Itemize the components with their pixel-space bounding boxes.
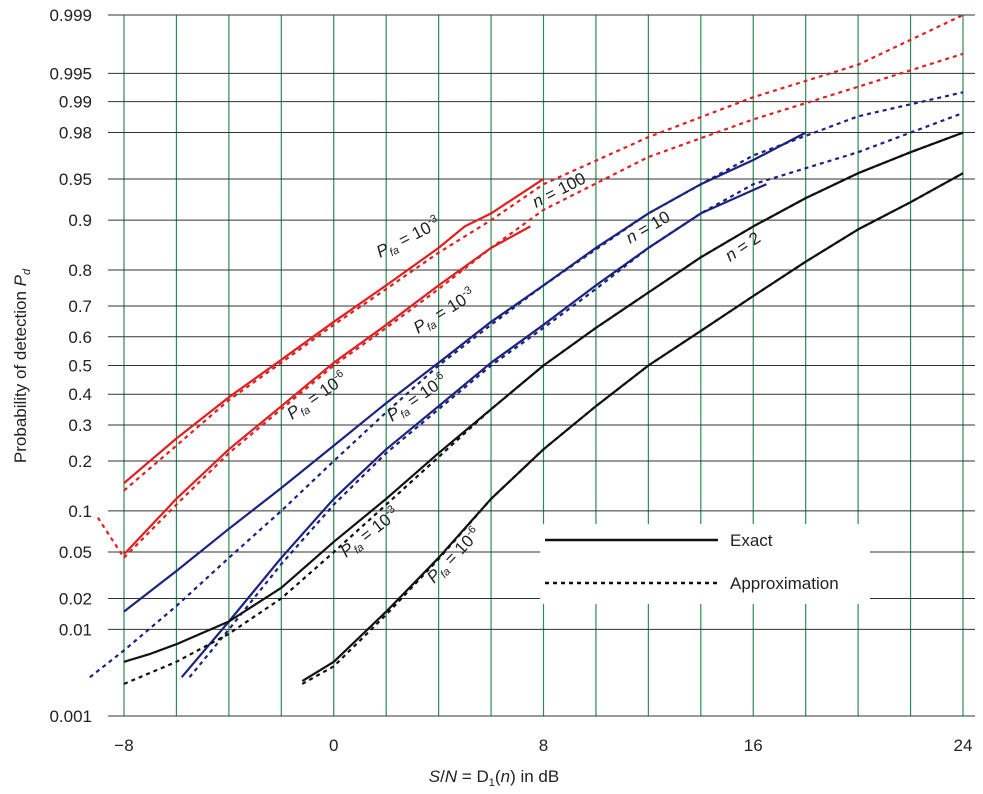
curve-n100-pfa-1e-3-exact [123,177,545,484]
y-tick-label: 0.02 [59,589,92,608]
x-tick-label: 0 [329,736,338,755]
curves [89,14,964,685]
label-n100: n = 100 [529,169,589,212]
y-tick-label: 0.001 [49,707,92,726]
curve-n100-pfa-1e-3-approximation [123,14,964,492]
y-tick-label: 0.9 [68,211,92,230]
y-tick-label: 0.95 [59,170,92,189]
y-tick-label: 0.8 [68,261,92,280]
legend: Exact Approximation [540,524,870,604]
y-tick-label: 0.01 [59,620,92,639]
curve-n2-pfa-1e-6-approximation [301,172,964,685]
x-tick-labels: −8 0 8 16 24 [114,736,972,755]
x-tick-label: 16 [744,736,763,755]
x-tick-label: 24 [954,736,973,755]
x-axis-title: S/N = D1(n) in dB [429,767,559,789]
curve-n10-pfa-1e-3-approximation [89,91,964,679]
legend-label-approximation: Approximation [730,574,839,593]
y-tick-label: 0.995 [49,64,92,83]
y-tick-label: 0.1 [68,502,92,521]
y-tick-label: 0.5 [68,357,92,376]
y-tick-label: 0.6 [68,328,92,347]
legend-label-exact: Exact [730,531,773,550]
label-pfa-black-1e-6: Pfa = 10-6 [422,524,486,589]
y-tick-label: 0.05 [59,543,92,562]
y-tick-label: 0.2 [68,452,92,471]
y-tick-label: 0.99 [59,93,92,112]
curve-n10-pfa-1e-6-approximation [188,111,964,678]
y-tick-label: 0.4 [68,385,92,404]
y-tick-label: 0.7 [68,297,92,316]
label-pfa-blue-1e-3: Pfa = 10-3 [410,284,480,340]
y-tick-label: 0.999 [49,6,92,25]
x-tick-label: 8 [539,736,548,755]
y-tick-label: 0.98 [59,124,92,143]
curve-n2-pfa-1e-3-approximation [123,131,964,685]
y-axis-title: Probability of detection Pd [11,268,33,463]
legend-background [540,524,870,604]
x-tick-label: −8 [114,736,133,755]
y-tick-label: 0.3 [68,416,92,435]
y-tick-labels: 0.001 0.01 0.02 0.05 0.1 0.2 0.3 0.4 0.5 0.6 0.7 0.… [49,6,92,726]
